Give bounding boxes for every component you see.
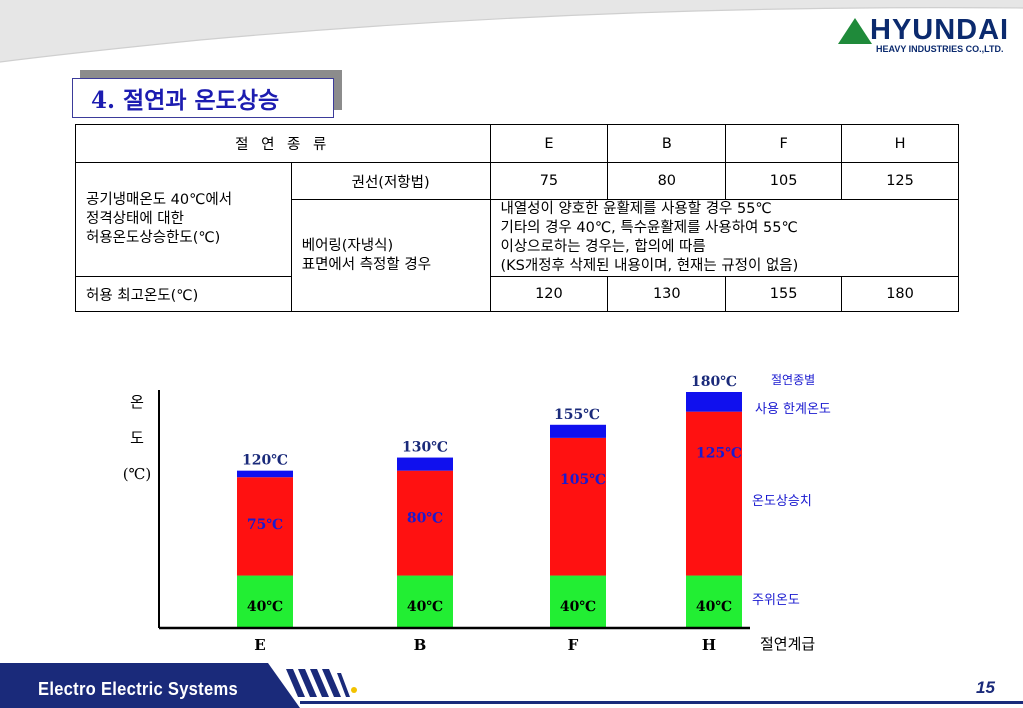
- legend-temp-rise: 온도상승치: [752, 494, 812, 509]
- winding-value-b: 80: [607, 162, 727, 200]
- bearing-note: 내열성이 양호한 윤활제를 사용할 경우 55℃ 기타의 경우 40℃, 특수윤…: [489, 199, 959, 277]
- legend-title: 절연종별: [771, 373, 815, 387]
- bar-label-b-1: 80℃: [407, 511, 443, 527]
- bar-segment-b-1: [397, 470, 453, 576]
- winding-method: 권선(저항법): [290, 162, 491, 200]
- footer-bar: [0, 663, 1023, 708]
- bar-label-e-0: 40℃: [247, 599, 283, 615]
- footer-stripes-icon: [286, 669, 357, 697]
- winding-value-h: 125: [841, 162, 959, 200]
- bar-segment-f-1: [550, 437, 606, 576]
- header-class-h: H: [841, 124, 959, 163]
- logo-subtitle: HEAVY INDUSTRIES CO.,LTD.: [876, 44, 1004, 54]
- y-axis-label: 온 도 (℃): [123, 393, 151, 483]
- page-number: 15: [976, 678, 995, 697]
- bar-segment-b-0: [397, 575, 453, 628]
- category-label-h: H: [702, 636, 716, 654]
- bar-segment-b-2: [397, 457, 453, 471]
- bar-segment-h-2: [686, 392, 742, 412]
- x-axis-label: 절연계급: [760, 635, 815, 653]
- bar-segment-h-1: [686, 411, 742, 576]
- bar-segment-e-2: [237, 470, 293, 478]
- header-class-f: F: [725, 124, 843, 163]
- bar-total-f: 155℃: [554, 407, 600, 423]
- max-temp-value-b: 130: [607, 276, 727, 312]
- max-temp-value-h: 180: [841, 276, 959, 312]
- temperature-chart: 40℃ 75℃ 120℃ E 40℃ 80℃ 130℃ B 40℃ 105℃ 155℃ F 40℃ 125…: [123, 373, 831, 654]
- max-temp-value-f: 155: [725, 276, 843, 312]
- bearing-method: 베어링(자냉식) 표면에서 측정할 경우: [290, 199, 491, 312]
- page-title: 4. 절연과 온도상승: [72, 78, 334, 118]
- bar-segment-f-2: [550, 424, 606, 438]
- header-class-b: B: [607, 124, 727, 163]
- logo-triangle-icon: [838, 18, 872, 44]
- max-temp-label: 허용 최고온도(℃): [75, 276, 292, 312]
- bar-total-e: 120℃: [242, 453, 288, 469]
- footer-title: Electro Electric Systems: [38, 679, 238, 699]
- logo-brand: HYUNDAI: [870, 14, 1010, 46]
- bar-total-h: 180℃: [691, 374, 737, 390]
- hyundai-logo: HYUNDAI HEAVY INDUSTRIES CO.,LTD.: [838, 14, 1016, 58]
- bar-segment-e-0: [237, 575, 293, 628]
- bar-label-h-1: 125℃: [696, 446, 742, 462]
- winding-value-f: 105: [725, 162, 843, 200]
- header-insulation-type: 절 연 종 류: [75, 124, 491, 163]
- bar-segment-h-0: [686, 575, 742, 628]
- bar-label-f-1: 105℃: [560, 472, 606, 488]
- category-label-f: F: [568, 636, 579, 654]
- legend-ambient-temp: 주위온도: [752, 593, 800, 608]
- max-temp-value-e: 120: [489, 276, 609, 312]
- bar-label-h-0: 40℃: [696, 599, 732, 615]
- ambient-temp-label: 공기냉매온도 40℃에서 정격상태에 대한 허용온도상승한도(℃): [75, 162, 292, 277]
- bar-total-b: 130℃: [402, 440, 448, 456]
- bar-label-b-0: 40℃: [407, 599, 443, 615]
- bar-segment-e-1: [237, 477, 293, 576]
- bar-label-e-1: 75℃: [247, 517, 283, 533]
- header-swoosh: [0, 0, 1023, 63]
- bar-segment-f-0: [550, 575, 606, 628]
- legend-limit-temp: 사용 한계온도: [755, 402, 831, 417]
- winding-value-e: 75: [489, 162, 609, 200]
- header-class-e: E: [489, 124, 609, 163]
- bar-label-f-0: 40℃: [560, 599, 596, 615]
- category-label-b: B: [414, 636, 427, 654]
- insulation-table: 절 연 종 류 E B F H 공기냉매온도 40℃에서 정격상태에 대한 허용…: [75, 124, 959, 312]
- category-label-e: E: [254, 636, 265, 654]
